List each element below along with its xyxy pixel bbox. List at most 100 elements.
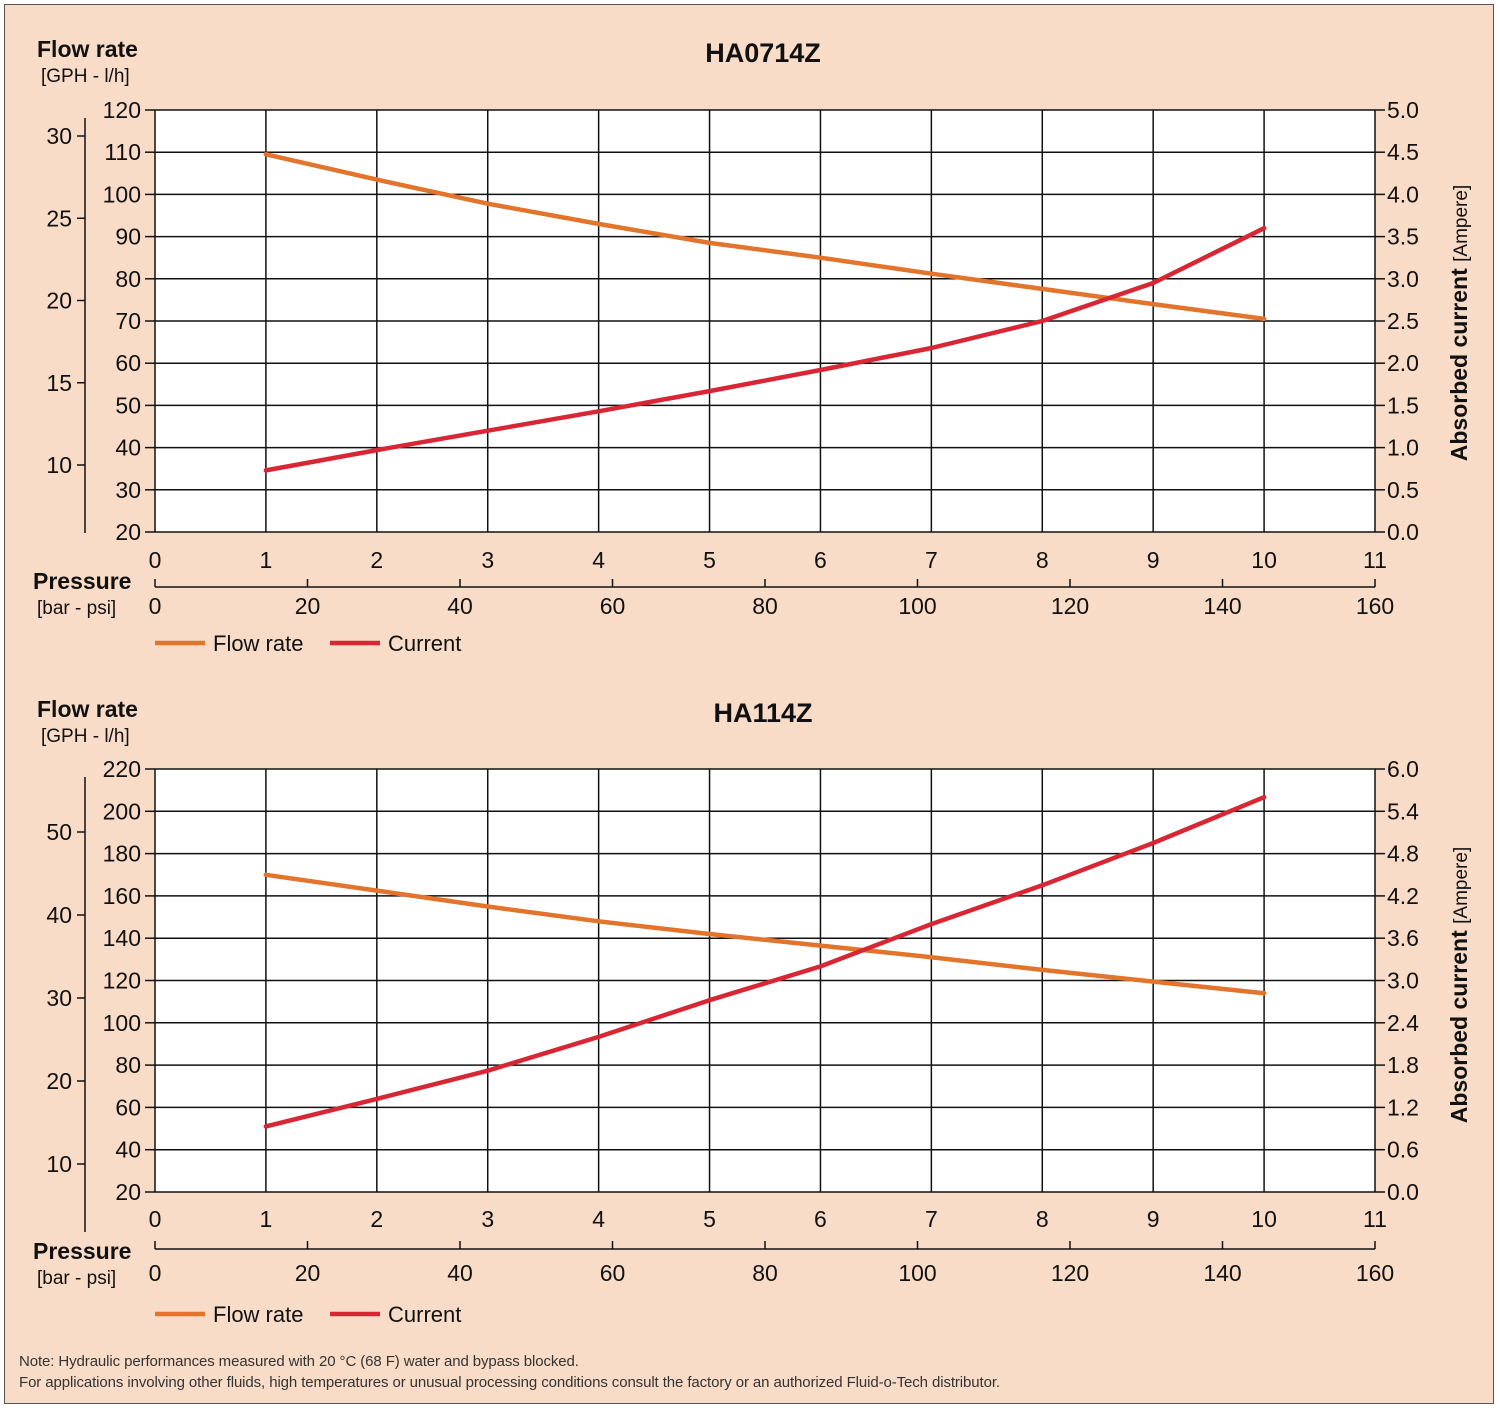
x-tick-label-psi: 80 bbox=[752, 593, 778, 619]
gph-tick-label: 30 bbox=[46, 985, 72, 1011]
data-point-flow-rate bbox=[818, 255, 823, 260]
data-point-flow-rate bbox=[707, 931, 712, 937]
x-tick-label-bar: 0 bbox=[149, 1206, 162, 1232]
x-tick-label-bar: 8 bbox=[1036, 547, 1049, 573]
x-tick-label-psi: 40 bbox=[447, 593, 473, 619]
data-point-current bbox=[929, 345, 934, 351]
y-tick-label-lh: 90 bbox=[115, 224, 141, 250]
y-tick-label-lh: 20 bbox=[115, 1179, 141, 1205]
y2-tick-label-amp: 3.0 bbox=[1387, 968, 1419, 994]
data-point-flow-rate bbox=[1040, 967, 1045, 973]
x-axis-units: [bar - psi] bbox=[37, 1268, 116, 1289]
legend-label-flow-rate: Flow rate bbox=[213, 631, 303, 656]
series-line-current bbox=[263, 794, 1267, 1129]
y2-tick-label-amp: 0.0 bbox=[1387, 519, 1419, 545]
x-tick-label-psi: 100 bbox=[898, 593, 936, 619]
gph-tick-label: 20 bbox=[46, 1068, 72, 1094]
data-point-current bbox=[263, 1124, 269, 1129]
x-tick-label-psi: 80 bbox=[752, 1260, 778, 1286]
data-point-current bbox=[1150, 840, 1156, 846]
y-tick-label-lh: 40 bbox=[115, 1137, 141, 1163]
data-point-current bbox=[707, 998, 712, 1003]
chart-title: HA114Z bbox=[713, 698, 812, 728]
y2-axis-label: Absorbed current [Ampere] bbox=[1446, 185, 1472, 461]
data-point-flow-rate bbox=[485, 904, 490, 909]
data-point-current bbox=[596, 1034, 601, 1040]
data-point-current bbox=[374, 1096, 380, 1102]
x-tick-label-bar: 1 bbox=[260, 547, 273, 573]
data-point-current bbox=[929, 921, 934, 927]
y2-tick-label-amp: 3.6 bbox=[1387, 925, 1419, 951]
y-tick-label-lh: 40 bbox=[115, 435, 141, 461]
data-point-flow-rate bbox=[818, 943, 823, 948]
data-point-current bbox=[1261, 795, 1267, 800]
legend-label-current: Current bbox=[388, 1302, 461, 1327]
data-point-flow-rate bbox=[1040, 286, 1045, 292]
x-axis-label: Pressure bbox=[33, 1238, 131, 1264]
y-tick-label-lh: 70 bbox=[115, 308, 141, 334]
data-point-flow-rate bbox=[263, 152, 269, 157]
y2-axis-units: [Ampere] bbox=[1451, 847, 1472, 924]
x-tick-label-psi: 20 bbox=[295, 1260, 321, 1286]
data-point-flow-rate bbox=[1150, 301, 1156, 307]
data-point-flow-rate bbox=[929, 955, 934, 960]
x-tick-label-psi: 0 bbox=[149, 1260, 162, 1286]
x-tick-label-bar: 0 bbox=[149, 547, 162, 573]
y2-tick-label-amp: 4.2 bbox=[1387, 883, 1419, 909]
y2-tick-label-amp: 2.5 bbox=[1387, 308, 1419, 334]
data-point-current bbox=[485, 1068, 490, 1073]
x-tick-label-bar: 7 bbox=[925, 1206, 938, 1232]
y-axis-label: Flow rate bbox=[37, 696, 138, 722]
y-tick-label-lh: 100 bbox=[103, 181, 141, 207]
x-tick-label-psi: 60 bbox=[600, 1260, 626, 1286]
data-point-current bbox=[263, 468, 269, 473]
chart-title: HA0714Z bbox=[705, 38, 821, 68]
y-tick-label-lh: 120 bbox=[103, 97, 141, 123]
legend-label-flow-rate: Flow rate bbox=[213, 1302, 303, 1327]
data-point-flow-rate bbox=[929, 271, 934, 276]
y2-tick-label-amp: 3.0 bbox=[1387, 266, 1419, 292]
x-tick-label-bar: 4 bbox=[592, 547, 605, 573]
x-tick-label-psi: 140 bbox=[1203, 593, 1241, 619]
x-tick-label-bar: 4 bbox=[592, 1206, 605, 1232]
note-line-1: Note: Hydraulic performances measured wi… bbox=[19, 1353, 579, 1370]
x-tick-label-bar: 1 bbox=[260, 1206, 273, 1232]
data-point-current bbox=[818, 367, 823, 373]
data-point-current bbox=[596, 409, 601, 414]
y2-tick-label-amp: 4.5 bbox=[1387, 139, 1419, 165]
y-tick-label-lh: 140 bbox=[103, 925, 141, 951]
x-tick-label-psi: 160 bbox=[1356, 593, 1394, 619]
y2-tick-label-amp: 1.0 bbox=[1387, 435, 1419, 461]
gph-tick-label: 10 bbox=[46, 1151, 72, 1177]
x-tick-label-bar: 11 bbox=[1363, 1206, 1387, 1232]
data-point-current bbox=[374, 447, 380, 453]
y-tick-label-lh: 100 bbox=[103, 1010, 141, 1036]
y2-tick-label-amp: 0.6 bbox=[1387, 1137, 1419, 1163]
x-tick-label-bar: 3 bbox=[481, 1206, 494, 1232]
y-axis-label: Flow rate bbox=[37, 36, 138, 62]
y2-tick-label-amp: 4.0 bbox=[1387, 181, 1419, 207]
x-tick-label-bar: 8 bbox=[1036, 1206, 1049, 1232]
x-tick-label-bar: 3 bbox=[481, 547, 494, 573]
x-tick-label-bar: 10 bbox=[1251, 547, 1277, 573]
data-point-current bbox=[707, 388, 712, 394]
y2-axis-units: [Ampere] bbox=[1451, 185, 1472, 262]
y-axis-units: [GPH - l/h] bbox=[41, 726, 130, 747]
data-point-current bbox=[485, 428, 490, 433]
y2-axis-label-text: Absorbed current bbox=[1446, 262, 1472, 461]
x-tick-label-psi: 0 bbox=[149, 593, 162, 619]
data-point-current bbox=[1040, 883, 1045, 888]
y2-tick-label-amp: 2.0 bbox=[1387, 350, 1419, 376]
x-tick-label-bar: 7 bbox=[925, 547, 938, 573]
data-point-flow-rate bbox=[596, 919, 601, 924]
y-axis-units: [GPH - l/h] bbox=[41, 66, 130, 87]
series-line-flow-rate bbox=[263, 152, 1267, 322]
x-tick-label-bar: 9 bbox=[1147, 547, 1160, 573]
data-point-flow-rate bbox=[596, 221, 601, 227]
gph-tick-label: 50 bbox=[46, 819, 72, 845]
x-tick-label-bar: 5 bbox=[703, 1206, 716, 1232]
y-tick-label-lh: 120 bbox=[103, 968, 141, 994]
y-tick-label-lh: 160 bbox=[103, 883, 141, 909]
